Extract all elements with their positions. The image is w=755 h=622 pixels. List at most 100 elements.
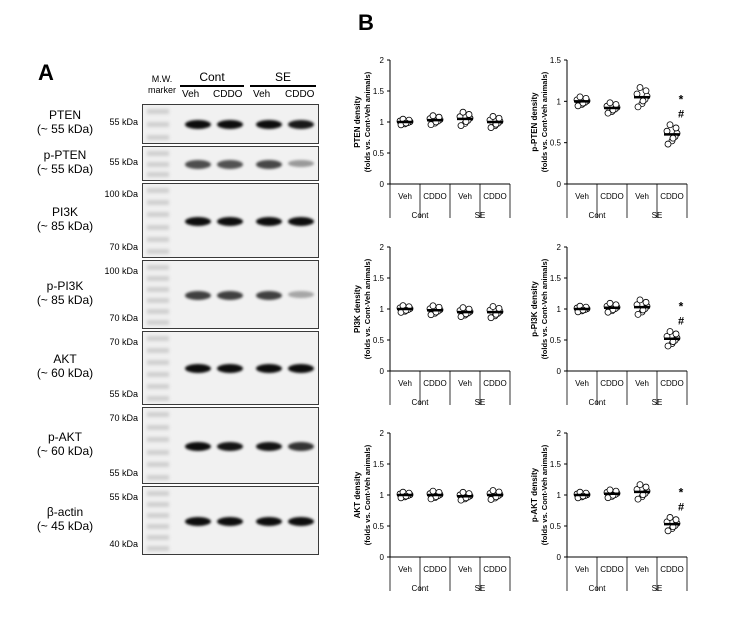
kda-marker-label: 100 kDa (104, 189, 138, 199)
protein-band (217, 216, 243, 226)
group-label-se: SE (274, 70, 291, 84)
blot-p-pten (142, 146, 319, 181)
y-tick-label: 2 (557, 429, 562, 438)
y-axis-sublabel: (folds vs. Cont-Veh animals) (540, 71, 549, 172)
protein-band (288, 364, 314, 373)
y-tick-label: 1.5 (550, 56, 562, 65)
protein-band (288, 290, 314, 298)
x-category-label: Veh (398, 379, 412, 388)
protein-band (185, 441, 211, 451)
x-group-label: Cont (412, 211, 430, 220)
kda-marker-label: 70 kDa (109, 413, 138, 423)
y-tick-label: 0.5 (373, 149, 385, 158)
y-tick-label: 2 (380, 56, 385, 65)
protein-label: AKT (~ 60 kDa) (10, 352, 120, 380)
kda-marker-label: 55 kDa (109, 389, 138, 399)
significance-marker: * (679, 486, 684, 500)
x-category-label: Veh (575, 379, 589, 388)
y-tick-label: 1.5 (550, 460, 562, 469)
y-axis-sublabel: (folds vs. Cont-Veh animals) (363, 71, 372, 172)
data-point (487, 124, 495, 131)
data-point (636, 84, 644, 91)
data-point (664, 342, 672, 350)
protein-name: p-PTEN (43, 147, 87, 162)
y-tick-label: 0 (557, 180, 562, 189)
protein-label: p-AKT (~ 60 kDa) (10, 430, 120, 458)
marker-ladder-band (147, 535, 169, 540)
data-point (634, 310, 642, 318)
y-tick-label: 1 (557, 491, 562, 500)
protein-band (217, 516, 243, 526)
marker-ladder-band (147, 384, 169, 389)
kda-marker-label: 55 kDa (109, 492, 138, 502)
significance-marker: * (679, 300, 684, 314)
y-axis-label: p-PTEN density (530, 92, 539, 152)
x-group-label: SE (475, 398, 486, 407)
marker-ladder-band (147, 188, 169, 193)
marker-ladder-band (147, 462, 169, 468)
protein-size: (~ 85 kDa) (36, 292, 94, 307)
x-category-label: Veh (575, 565, 589, 574)
data-point (495, 114, 503, 122)
marker-label: marker (147, 85, 176, 95)
marker-ladder-band (147, 320, 169, 325)
marker-ladder-band (147, 161, 169, 167)
data-point (459, 304, 467, 312)
kda-marker-label: 55 kDa (109, 468, 138, 478)
kda-marker-label: 70 kDa (109, 337, 138, 347)
protein-band (217, 159, 243, 169)
data-point (489, 487, 497, 494)
y-tick-label: 0.5 (550, 336, 562, 345)
protein-label: PI3K (~ 85 kDa) (10, 205, 120, 233)
data-point (636, 481, 644, 489)
marker-ladder-band (147, 437, 169, 443)
protein-band (185, 364, 211, 373)
data-point (465, 111, 473, 118)
x-category-label: CDDO (423, 379, 447, 388)
marker-ladder-band (147, 236, 169, 242)
y-axis-label: p-AKT density (530, 467, 539, 522)
protein-band (256, 120, 282, 129)
y-tick-label: 1.5 (373, 274, 385, 283)
marker-ladder-band (147, 475, 169, 480)
protein-band (288, 441, 314, 451)
x-category-label: Veh (575, 192, 589, 201)
marker-ladder-band (147, 309, 169, 314)
significance-marker: * (679, 93, 684, 107)
y-tick-label: 1 (380, 491, 385, 500)
data-point (666, 121, 674, 129)
data-point (576, 93, 584, 101)
blot-akt (142, 331, 319, 405)
protein-band (288, 159, 314, 167)
marker-ladder-band (147, 276, 169, 281)
x-category-label: CDDO (600, 379, 624, 388)
y-tick-label: 1 (380, 305, 385, 314)
marker-ladder-band (147, 524, 169, 529)
marker-ladder-band (147, 298, 169, 303)
lane-label: CDDO (285, 89, 315, 100)
protein-band (288, 216, 314, 226)
x-category-label: Veh (458, 565, 472, 574)
data-point (489, 113, 497, 120)
protein-size: (~ 55 kDa) (36, 161, 94, 176)
lane-label: Veh (253, 89, 271, 100)
data-point (666, 514, 674, 521)
x-group-label: Cont (589, 584, 607, 593)
protein-band (217, 441, 243, 451)
data-point (642, 87, 650, 95)
y-tick-label: 0.5 (550, 139, 562, 148)
mw-marker-header: M.W. marker (137, 74, 187, 96)
y-axis-label: p-PI3K density (530, 281, 539, 337)
y-tick-label: 2 (380, 429, 385, 438)
protein-label: PTEN (~ 55 kDa) (10, 108, 120, 136)
data-point (459, 488, 467, 496)
marker-ladder-band (147, 287, 169, 292)
western-blot-panel: A M.W. marker Cont SE Veh CDDO Veh CDDO … (0, 0, 340, 622)
x-category-label: Veh (635, 565, 649, 574)
y-axis-sublabel: (folds vs. Cont-Veh animals) (540, 444, 549, 545)
y-tick-label: 1 (557, 97, 562, 106)
y-tick-label: 0 (380, 180, 385, 189)
protein-name: AKT (53, 352, 77, 366)
y-axis-label: PI3K density (353, 284, 362, 333)
x-group-label: Cont (412, 398, 430, 407)
